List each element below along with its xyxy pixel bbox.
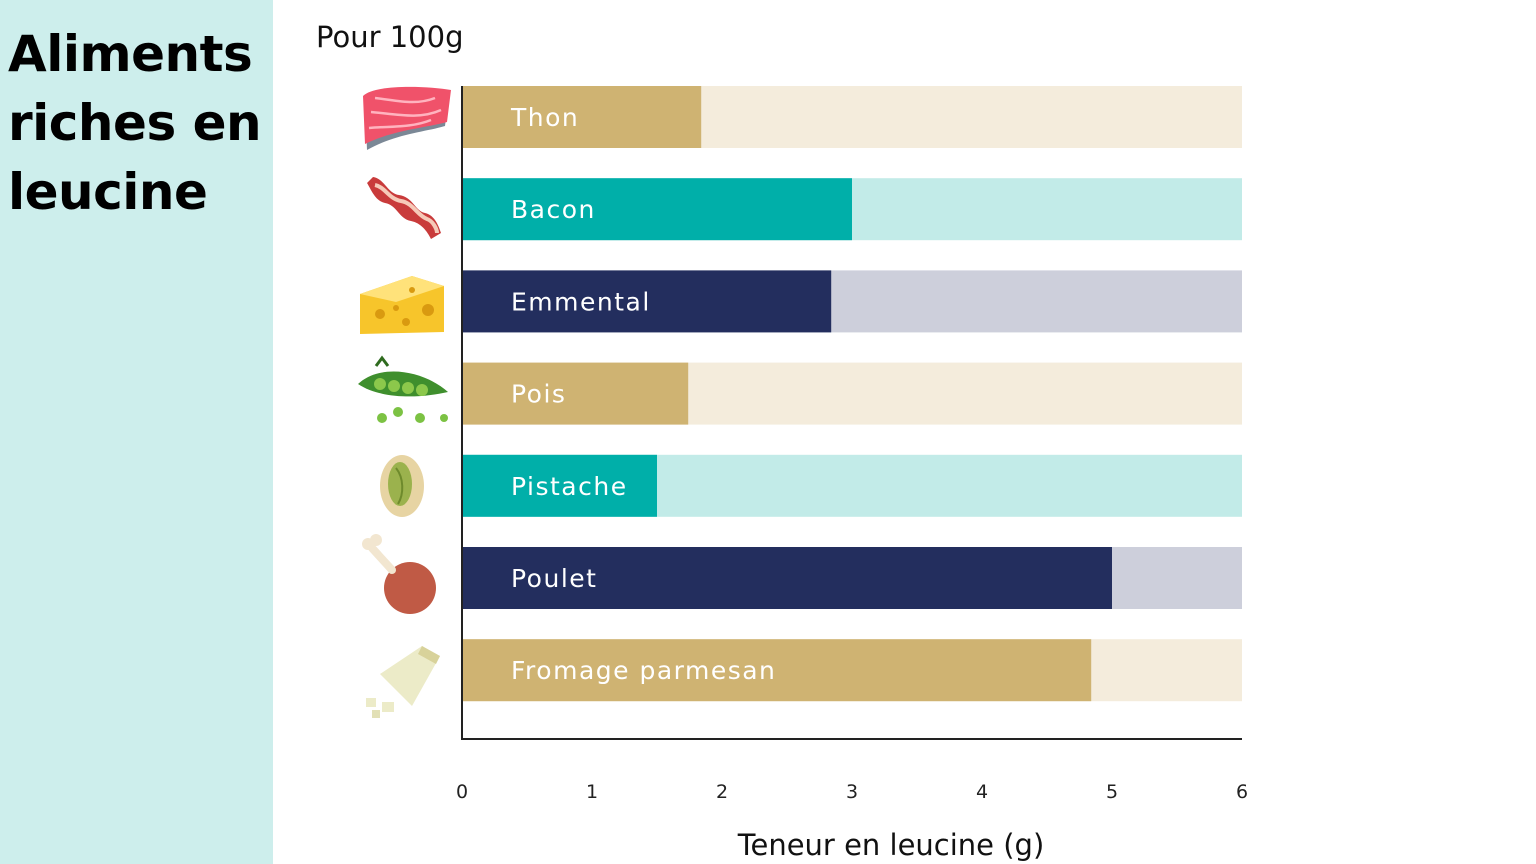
x-tick-label: 3 bbox=[846, 781, 858, 803]
unit-note: Pour 100g bbox=[316, 20, 464, 54]
bar-label: Emmental bbox=[511, 287, 651, 316]
bar-row: Fromage parmesan bbox=[463, 639, 1242, 702]
bars-group: Thon Bacon Emmental Pois Pistache Poulet Froma… bbox=[463, 86, 1242, 702]
x-tick-label: 0 bbox=[456, 781, 468, 803]
bar bbox=[463, 639, 1092, 702]
bar bbox=[463, 454, 657, 517]
emmental-cheese-icon bbox=[360, 276, 444, 334]
bar-row: Poulet bbox=[463, 547, 1242, 609]
bar-row: Emmental bbox=[463, 270, 1242, 333]
bar bbox=[463, 270, 832, 333]
x-tick-labels: 0 1 2 3 4 5 6 bbox=[456, 781, 1248, 803]
x-tick-label: 2 bbox=[716, 781, 728, 803]
bar-label: Fromage parmesan bbox=[511, 656, 776, 685]
bar bbox=[463, 86, 702, 148]
title-line-1: Aliments bbox=[8, 25, 253, 83]
bar bbox=[463, 178, 852, 241]
x-tick-label: 6 bbox=[1236, 781, 1248, 803]
bar bbox=[463, 547, 1112, 609]
peas-icon bbox=[358, 355, 448, 423]
x-axis-title: Teneur en leucine (g) bbox=[737, 828, 1045, 862]
bar-row: Pistache bbox=[463, 454, 1242, 517]
page-title: Aliments riches en leucine bbox=[8, 20, 270, 227]
title-line-3: leucine bbox=[8, 163, 208, 221]
bar bbox=[463, 362, 689, 425]
title-line-2: riches en bbox=[8, 94, 262, 152]
bacon-icon bbox=[367, 177, 441, 239]
bar-label: Pois bbox=[511, 380, 566, 409]
bar-label: Bacon bbox=[511, 195, 596, 224]
side-panel: Aliments riches en leucine bbox=[0, 0, 273, 864]
x-tick-label: 5 bbox=[1106, 781, 1118, 803]
bar-label: Thon bbox=[510, 103, 579, 132]
tuna-steak-icon bbox=[363, 86, 451, 150]
bar-row: Pois bbox=[463, 362, 1242, 425]
bar-label: Pistache bbox=[511, 472, 628, 501]
bar-label: Poulet bbox=[511, 564, 597, 593]
parmesan-icon bbox=[366, 646, 440, 718]
chicken-leg-icon bbox=[362, 534, 436, 614]
x-tick-label: 1 bbox=[586, 781, 598, 803]
bar-row: Bacon bbox=[463, 178, 1242, 241]
x-tick-label: 4 bbox=[976, 781, 988, 803]
bar-row: Thon bbox=[463, 86, 1242, 148]
pistachio-icon bbox=[380, 455, 424, 517]
